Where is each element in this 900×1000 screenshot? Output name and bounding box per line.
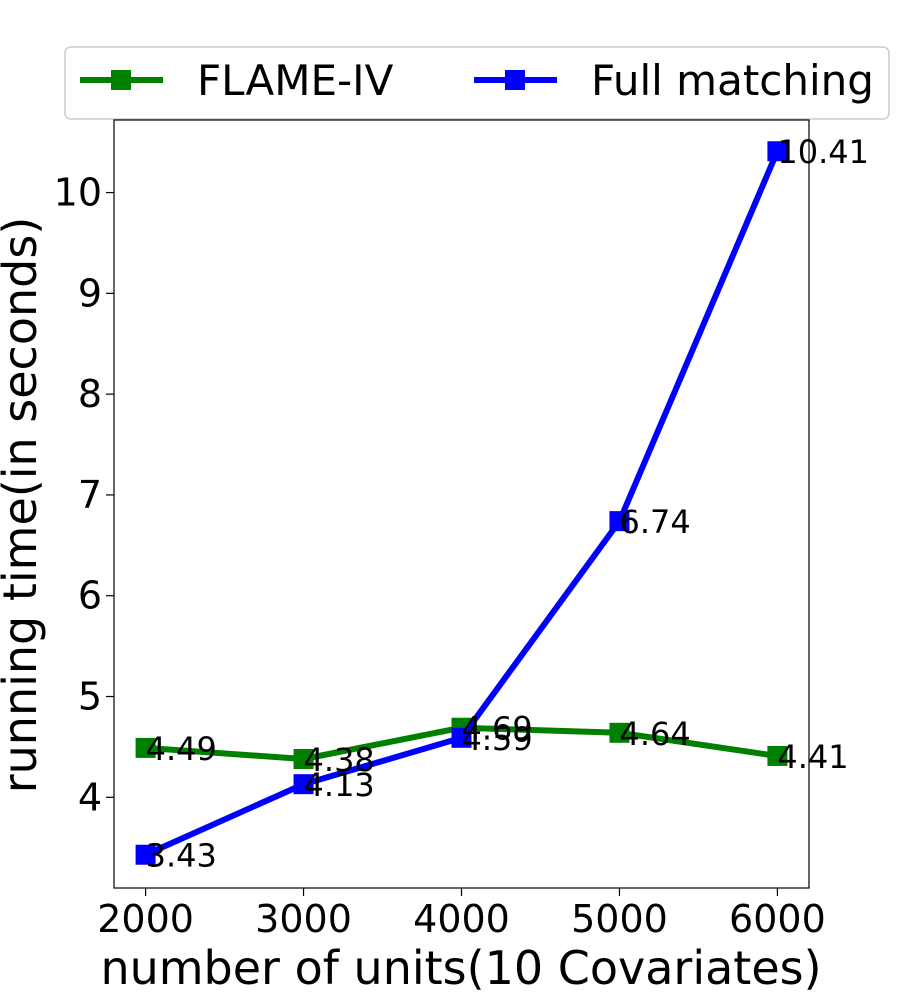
legend: FLAME-IV Full matching: [64, 46, 890, 120]
data-label-full-matching: 4.13: [304, 766, 375, 804]
series-layer: 4.49 4.38 4.69 4.64 4.41 3.43 4.13 4.59 6.74 10.4…: [135, 133, 869, 875]
legend-label-flame-iv: FLAME-IV: [197, 56, 394, 105]
y-tick-label: 9: [78, 271, 102, 315]
data-point-flame-iv: [767, 745, 788, 766]
data-point-flame-iv: [135, 737, 156, 758]
data-label-flame-iv: 4.38: [304, 741, 375, 779]
y-tick-label: 10: [54, 171, 102, 215]
x-tick-label: 4000: [413, 897, 510, 941]
data-label-full-matching: 4.59: [462, 720, 533, 758]
x-tick-label: 6000: [729, 897, 826, 941]
legend-swatch-marker-flame-iv: [111, 70, 131, 90]
x-axis-title: number of units(10 Covariates): [100, 941, 821, 995]
data-label-full-matching: 10.41: [777, 133, 869, 171]
data-label-full-matching: 6.74: [619, 503, 690, 541]
x-tick-label: 2000: [97, 897, 194, 941]
data-point-full-matching: [293, 774, 314, 795]
data-point-full-matching: [767, 141, 788, 162]
y-tick-label: 6: [78, 574, 102, 618]
plot-frame: [113, 119, 810, 889]
y-tick-label: 4: [78, 775, 102, 819]
data-point-full-matching: [451, 727, 472, 748]
y-tick-label: 5: [78, 675, 102, 719]
x-tick-label: 5000: [571, 897, 668, 941]
y-tick-label: 7: [78, 473, 102, 517]
data-point-flame-iv: [609, 722, 630, 743]
x-tick-label: 3000: [255, 897, 352, 941]
y-tick-label: 8: [78, 372, 102, 416]
data-point-full-matching: [135, 844, 156, 865]
y-axis-title: running time(in seconds): [0, 217, 47, 794]
data-label-flame-iv: 4.49: [146, 730, 217, 768]
legend-label-full-matching: Full matching: [591, 56, 874, 105]
data-label-flame-iv: 4.41: [777, 738, 848, 776]
data-point-flame-iv: [293, 748, 314, 769]
data-point-full-matching: [609, 511, 630, 532]
data-label-full-matching: 3.43: [146, 837, 217, 875]
legend-swatch-marker-full-matching: [505, 70, 525, 90]
data-label-flame-iv: 4.64: [619, 715, 690, 753]
axes: 2000 3000 4000 5000 6000 4 5 6 7 8 9 10: [54, 119, 826, 941]
data-label-flame-iv: 4.69: [462, 710, 533, 748]
